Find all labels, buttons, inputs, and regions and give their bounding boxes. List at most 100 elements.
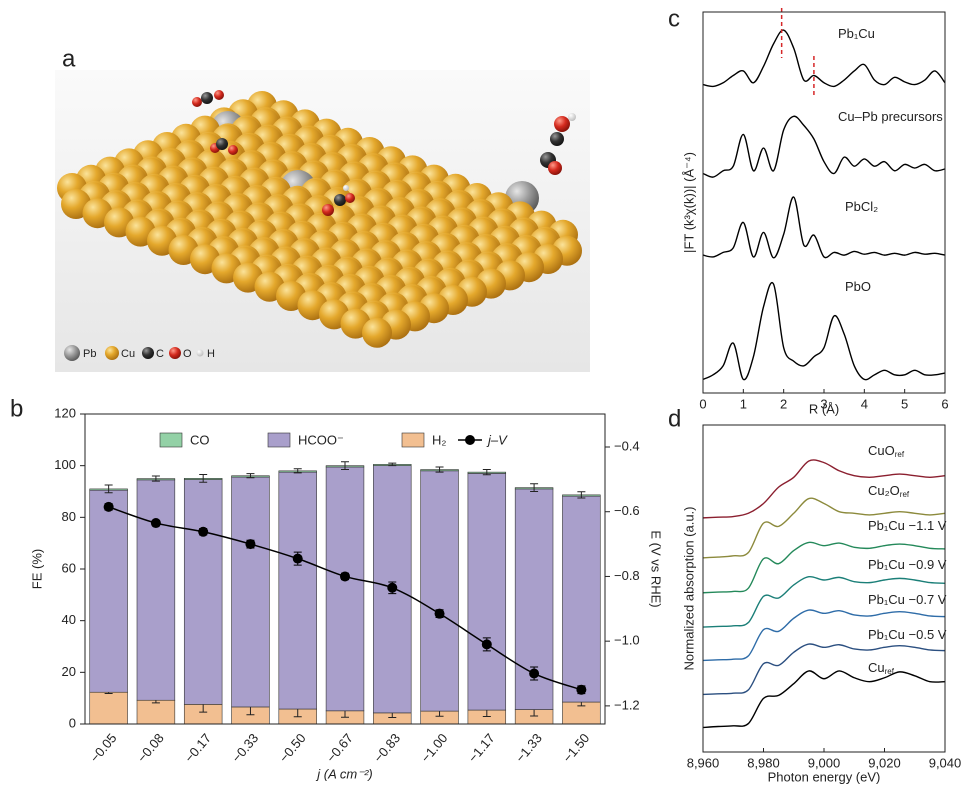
- molecule-atom: [343, 185, 349, 191]
- bar-segment: [137, 700, 175, 724]
- y-tick-label: 120: [54, 405, 76, 420]
- y2-tick-label: −0.8: [614, 568, 640, 583]
- legend-marker: [465, 435, 475, 445]
- y-tick-label: 0: [69, 715, 76, 730]
- point: [340, 571, 350, 581]
- spectrum-line: [703, 197, 945, 258]
- series-label: PbCl₂: [845, 199, 878, 214]
- bar-segment: [90, 490, 128, 692]
- bar-segment: [137, 480, 175, 700]
- molecule-atom: [192, 97, 202, 107]
- bar-segment: [279, 472, 317, 709]
- y-tick-label: 60: [62, 560, 76, 575]
- legend-label: O: [183, 348, 192, 360]
- spectrum-line: [703, 644, 945, 694]
- molecule-atom: [345, 193, 355, 203]
- legend-atom: [105, 346, 119, 360]
- series-name: Pb₁Cu −1.1 V: [868, 518, 947, 533]
- bar-segment: [421, 471, 459, 711]
- series-subscript: ref: [900, 490, 910, 499]
- x-tick-label: −1.33: [512, 730, 545, 765]
- legend-label: HCOO⁻: [298, 432, 344, 447]
- plot-frame: [703, 425, 945, 752]
- legend-swatch: [402, 433, 424, 447]
- molecule-atom: [322, 204, 334, 216]
- series-name: Cu–Pb precursors: [838, 109, 943, 124]
- point: [198, 527, 208, 537]
- x-tick-label: 9,000: [808, 755, 841, 770]
- series-name: Pb₁Cu: [838, 26, 875, 41]
- bar-segment: [184, 480, 222, 705]
- series-label: Pb₁Cu −1.1 V: [868, 518, 947, 533]
- series-subscript: ref: [895, 450, 905, 459]
- panel-label: a: [62, 45, 76, 72]
- x-tick-label: −1.50: [560, 730, 593, 765]
- series-name: Cu₂O: [868, 483, 900, 498]
- point: [387, 583, 397, 593]
- y2-tick-label: −1.2: [614, 697, 640, 712]
- molecule-atom: [334, 194, 346, 206]
- x-tick-label: −0.67: [323, 730, 356, 765]
- x-tick-label: −1.17: [465, 730, 498, 765]
- series-label: Pb₁Cu −0.7 V: [868, 592, 947, 607]
- x-axis-label: Photon energy (eV): [768, 769, 881, 784]
- series-label: CuOref: [868, 443, 905, 459]
- x-tick-label: −0.17: [181, 730, 214, 765]
- point: [245, 539, 255, 549]
- y2-tick-label: −0.6: [614, 503, 640, 518]
- bar-segment: [468, 473, 506, 710]
- y2-axis-label: E (V vs RHE): [649, 530, 664, 607]
- legend-swatch: [268, 433, 290, 447]
- spectrum-line: [703, 30, 945, 86]
- x-tick-label: −1.00: [418, 730, 451, 765]
- legend-label: C: [156, 348, 164, 360]
- legend-atom: [142, 347, 154, 359]
- molecule-atom: [201, 92, 213, 104]
- point: [293, 554, 303, 564]
- point: [529, 669, 539, 679]
- series-label: Cu₂Oref: [868, 483, 910, 499]
- molecule-atom: [554, 116, 570, 132]
- point: [104, 502, 114, 512]
- molecule-atom: [548, 161, 562, 175]
- spectrum-line: [703, 671, 945, 728]
- series-label: Pb₁Cu −0.9 V: [868, 557, 947, 572]
- molecule-atom: [228, 145, 238, 155]
- x-tick-label: −0.50: [276, 730, 309, 765]
- legend-label: Cu: [121, 348, 135, 360]
- x-tick-label: −0.05: [87, 730, 120, 765]
- bar-segment: [562, 496, 600, 702]
- y2-tick-label: −1.0: [614, 633, 640, 648]
- series-subscript: ref: [885, 667, 895, 676]
- x-tick-label: 6: [941, 396, 948, 411]
- point: [435, 609, 445, 619]
- y-axis-label: FE (%): [29, 549, 44, 589]
- y-tick-label: 80: [62, 509, 76, 524]
- point: [482, 639, 492, 649]
- x-tick-label: 5: [901, 396, 908, 411]
- x-tick-label: 4: [861, 396, 868, 411]
- panel-label: b: [10, 395, 23, 422]
- y-tick-label: 20: [62, 664, 76, 679]
- x-tick-label: 9,020: [868, 755, 901, 770]
- series-name: Pb₁Cu −0.5 V: [868, 627, 947, 642]
- series-label: Pb₁Cu −0.5 V: [868, 627, 947, 642]
- legend-atom: [197, 350, 204, 357]
- x-tick-label: −0.08: [134, 730, 167, 765]
- y-tick-label: 40: [62, 612, 76, 627]
- x-tick-label: −0.33: [229, 730, 262, 765]
- molecule-atom: [216, 138, 228, 150]
- point: [576, 685, 586, 695]
- plot-frame: [703, 12, 945, 393]
- series-label: Pb₁Cu: [838, 26, 875, 41]
- series-label: Cu–Pb precursors: [838, 109, 943, 124]
- legend-atom: [169, 347, 181, 359]
- panel-label: d: [668, 405, 681, 432]
- point: [151, 518, 161, 528]
- x-tick-label: 8,960: [687, 755, 720, 770]
- panel-label: c: [668, 5, 680, 32]
- legend-swatch: [160, 433, 182, 447]
- x-tick-label: 8,980: [747, 755, 780, 770]
- series-name: Cu: [868, 660, 885, 675]
- x-tick-label: 0: [699, 396, 706, 411]
